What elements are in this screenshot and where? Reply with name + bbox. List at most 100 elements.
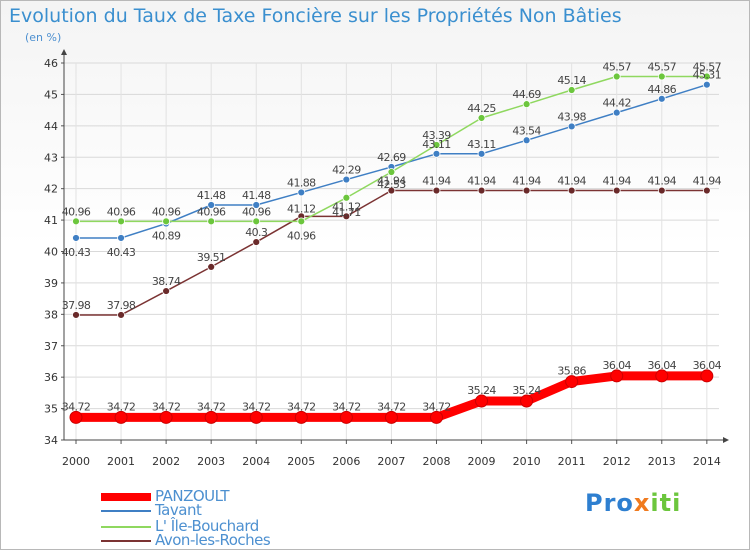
x-tick-label: 2001 — [107, 455, 135, 468]
y-tick-label: 39 — [44, 277, 58, 290]
data-label: 40.89 — [152, 230, 181, 243]
data-label: 41.94 — [648, 175, 677, 188]
data-point — [522, 186, 531, 195]
y-tick-label: 37 — [44, 340, 58, 353]
y-tick-label: 34 — [44, 434, 58, 447]
data-label: 41.12 — [332, 200, 361, 213]
data-label: 41.88 — [287, 176, 316, 189]
data-label: 35.24 — [512, 384, 541, 397]
data-point — [702, 80, 711, 89]
data-label: 43.11 — [467, 138, 496, 151]
data-label: 43.98 — [557, 110, 586, 123]
data-label: 42.29 — [332, 164, 361, 177]
data-point — [432, 186, 441, 195]
data-label: 43.39 — [422, 129, 451, 142]
data-point — [655, 369, 669, 383]
data-label: 41.94 — [693, 175, 722, 188]
data-label: 36.04 — [602, 359, 631, 372]
data-label: 34.72 — [422, 400, 451, 413]
data-point — [117, 311, 125, 319]
data-point — [162, 217, 171, 226]
data-label: 38.74 — [152, 275, 181, 288]
y-tick-label: 35 — [44, 403, 58, 416]
data-point — [72, 234, 80, 242]
data-point — [252, 217, 261, 226]
data-label: 34.72 — [332, 400, 361, 413]
data-label: 40.96 — [242, 205, 271, 218]
data-label: 44.42 — [602, 97, 631, 110]
y-axis-arrow — [61, 49, 67, 55]
data-point — [207, 217, 216, 226]
y-tick-label: 43 — [44, 151, 58, 164]
data-point — [252, 201, 261, 209]
data-label: 41.94 — [602, 175, 631, 188]
data-point — [520, 394, 534, 408]
data-point — [612, 72, 621, 81]
data-label: 40.43 — [62, 246, 91, 259]
legend-label-panzoult: PANZOULT — [155, 487, 230, 505]
x-tick-label: 2014 — [693, 455, 721, 468]
data-label: 34.72 — [287, 400, 316, 413]
x-tick-label: 2010 — [513, 455, 541, 468]
data-point — [702, 72, 711, 81]
data-label: 35.86 — [557, 365, 586, 378]
data-label: 34.72 — [377, 400, 406, 413]
data-label: 40.96 — [62, 205, 91, 218]
data-point — [207, 262, 216, 271]
x-tick-label: 2003 — [197, 455, 225, 468]
data-point — [429, 410, 443, 424]
x-tick-label: 2011 — [558, 455, 586, 468]
legend-swatch-avon-les-roches — [101, 540, 151, 542]
data-label: 35.24 — [467, 384, 496, 397]
data-label: 41.94 — [377, 175, 406, 188]
data-label: 36.04 — [693, 359, 722, 372]
data-label: 40.96 — [152, 205, 181, 218]
data-label: 41.48 — [197, 189, 226, 202]
data-point — [700, 369, 714, 383]
gridlines — [64, 62, 719, 441]
data-point — [387, 186, 396, 195]
data-point — [567, 86, 576, 94]
x-tick-label: 2000 — [62, 455, 90, 468]
legend-label-avon-les-roches: Avon-les-Roches — [155, 531, 271, 549]
data-label: 44.69 — [512, 88, 541, 101]
data-point — [117, 217, 125, 226]
data-label: 45.57 — [648, 61, 677, 74]
y-tick-label: 46 — [44, 57, 58, 70]
data-point — [342, 212, 351, 221]
data-label: 41.71 — [332, 206, 361, 219]
data-point — [657, 94, 666, 103]
data-point — [657, 186, 666, 195]
legend-label-tavant: Tavant — [155, 501, 202, 519]
x-tick-label: 2005 — [287, 455, 315, 468]
x-axis-arrow — [723, 437, 729, 443]
y-axis-unit-label: (en %) — [25, 31, 62, 44]
data-label: 43.11 — [422, 138, 451, 151]
data-point — [114, 410, 128, 424]
data-label: 36.04 — [648, 359, 677, 372]
data-label: 37.98 — [107, 299, 136, 312]
data-label: 41.94 — [512, 175, 541, 188]
data-label: 34.72 — [197, 400, 226, 413]
legend-swatch-panzoult — [101, 493, 151, 501]
data-label: 44.86 — [648, 83, 677, 96]
data-point — [387, 168, 396, 176]
x-tick-label: 2012 — [603, 455, 631, 468]
data-label: 43.54 — [512, 124, 541, 137]
data-point — [339, 410, 353, 424]
line-chart: 34 35 36 37 38 39 40 41 42 43 44 45 46 2000 2001 2002 20… — [44, 49, 729, 468]
data-label: 34.72 — [152, 400, 181, 413]
data-point — [610, 369, 624, 383]
data-label: 44.25 — [467, 102, 496, 115]
data-label: 34.72 — [107, 400, 136, 413]
data-label: 39.51 — [197, 251, 226, 264]
data-point — [294, 410, 308, 424]
data-point — [252, 238, 261, 246]
y-tick-label: 36 — [44, 371, 58, 384]
data-point — [702, 186, 711, 195]
data-point — [384, 410, 398, 424]
data-point — [475, 394, 489, 408]
data-label: 42.69 — [377, 151, 406, 164]
